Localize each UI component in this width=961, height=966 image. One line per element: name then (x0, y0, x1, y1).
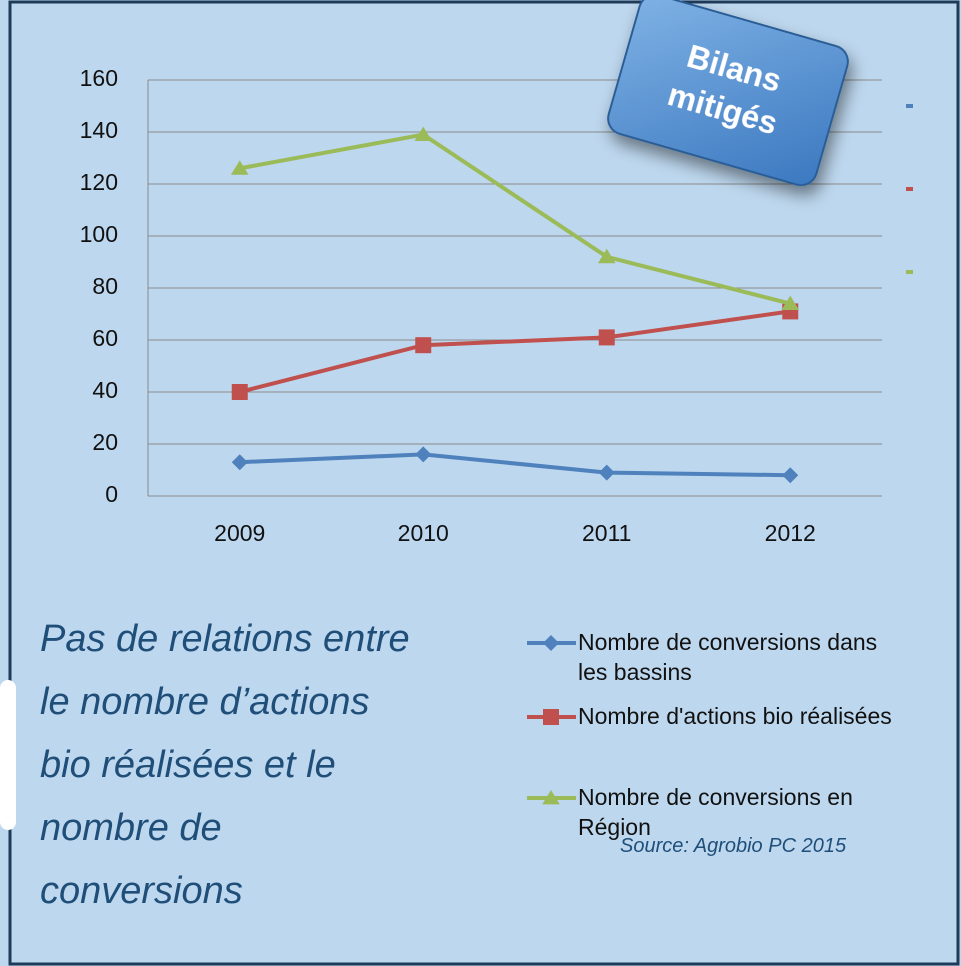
marker (230, 160, 249, 175)
marker (414, 126, 433, 141)
marker (543, 635, 559, 651)
marker (597, 248, 616, 264)
annotation: conversions (40, 870, 243, 912)
y-tick-label: 60 (92, 325, 118, 351)
marker (543, 709, 559, 725)
marker (415, 446, 432, 463)
source: Source: Agrobio PC 2015 (620, 835, 847, 857)
annotation: le nombre d’actions (40, 681, 370, 723)
marker (598, 329, 615, 346)
legend-label: Nombre de conversions en Région (578, 784, 853, 840)
marker (781, 295, 800, 310)
x-tick-label: 2012 (765, 520, 816, 546)
legend-stub (906, 270, 913, 274)
badge-box (607, 0, 849, 187)
annotation: Pas de relations entre (40, 618, 410, 660)
x-tick-label: 2009 (214, 520, 265, 546)
legend-label: Nombre de conversions dans les bassins (578, 629, 878, 685)
y-tick-label: 40 (92, 377, 118, 403)
legend-stub (906, 104, 913, 108)
marker (782, 467, 799, 484)
annotation: bio réalisées et le (40, 744, 336, 786)
marker (231, 384, 248, 400)
badge: Bilans mitigés (607, 0, 849, 187)
y-tick-label: 160 (80, 65, 118, 91)
side-strip (0, 680, 16, 830)
y-tick-label: 20 (92, 429, 118, 455)
marker (598, 464, 615, 481)
marker (415, 337, 432, 354)
marker (542, 790, 560, 805)
x-tick-label: 2011 (582, 520, 631, 546)
series-line (239, 132, 791, 306)
marker (231, 454, 248, 471)
legend-label: Nombre d'actions bio réalisées (578, 703, 892, 729)
y-tick-label: 100 (80, 221, 118, 247)
y-tick-label: 0 (105, 481, 118, 507)
annotation: nombre de (40, 807, 222, 849)
y-tick-label: 80 (92, 273, 118, 299)
y-tick-label: 140 (80, 117, 118, 143)
series-line (239, 309, 791, 394)
legend-stub (906, 187, 913, 191)
x-tick-label: 2010 (398, 520, 449, 546)
series-line (239, 452, 791, 478)
y-tick-label: 120 (80, 169, 118, 195)
